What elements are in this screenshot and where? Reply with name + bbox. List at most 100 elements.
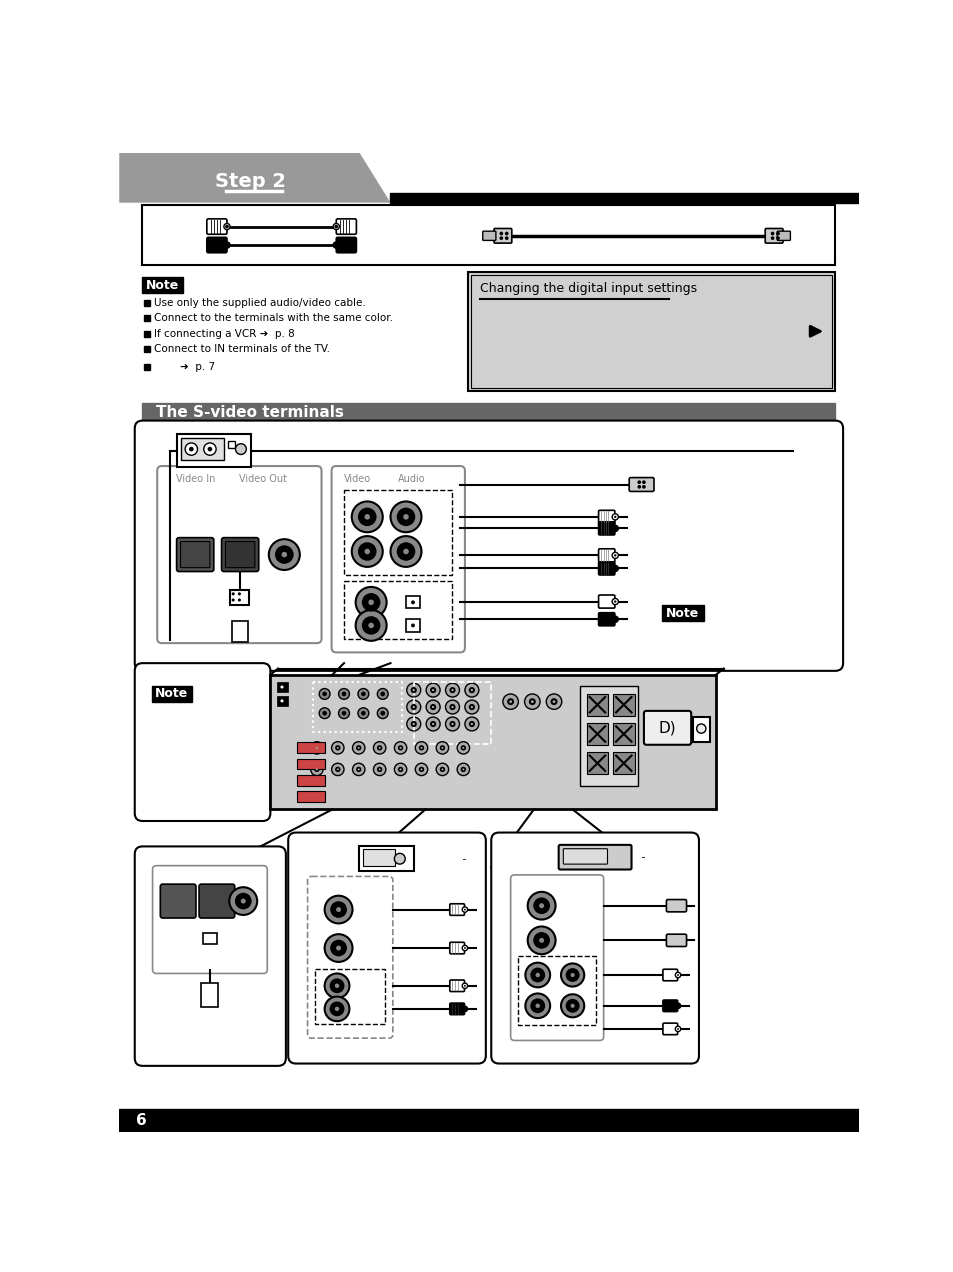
Circle shape (531, 701, 533, 703)
Circle shape (441, 747, 443, 749)
Text: Audio: Audio (397, 474, 425, 485)
Circle shape (560, 995, 583, 1018)
Text: Video: Video (344, 474, 371, 485)
FancyBboxPatch shape (764, 229, 782, 243)
FancyBboxPatch shape (207, 238, 227, 253)
Circle shape (226, 225, 228, 228)
Circle shape (411, 623, 415, 627)
Circle shape (460, 745, 466, 750)
Circle shape (335, 1006, 339, 1011)
Circle shape (338, 688, 349, 700)
FancyBboxPatch shape (629, 477, 654, 491)
Circle shape (525, 963, 550, 987)
Circle shape (570, 1004, 574, 1007)
Text: Note: Note (146, 279, 179, 291)
Circle shape (524, 695, 539, 710)
Circle shape (376, 745, 382, 750)
Circle shape (509, 701, 512, 703)
Circle shape (565, 968, 579, 982)
Circle shape (333, 242, 339, 248)
Circle shape (368, 599, 374, 605)
Circle shape (527, 926, 555, 954)
Circle shape (315, 768, 317, 771)
Circle shape (771, 237, 773, 239)
Circle shape (274, 546, 294, 563)
FancyBboxPatch shape (449, 904, 464, 916)
Text: Connect to IN terminals of the TV.: Connect to IN terminals of the TV. (154, 343, 330, 354)
Circle shape (461, 1006, 467, 1011)
Circle shape (468, 703, 475, 710)
Circle shape (235, 444, 246, 454)
Circle shape (224, 242, 230, 248)
Circle shape (461, 983, 467, 988)
Circle shape (464, 717, 478, 731)
FancyBboxPatch shape (335, 238, 356, 253)
Circle shape (462, 768, 464, 771)
Circle shape (464, 700, 478, 714)
Circle shape (470, 722, 473, 725)
Circle shape (535, 1004, 539, 1007)
Circle shape (415, 742, 427, 754)
Circle shape (426, 700, 439, 714)
Bar (586, 695, 608, 716)
Bar (661, 605, 703, 621)
Text: Video Out: Video Out (239, 474, 287, 485)
Circle shape (463, 908, 465, 911)
Circle shape (614, 567, 616, 570)
Circle shape (403, 548, 409, 555)
Bar (203, 932, 216, 944)
Bar (692, 717, 709, 742)
Circle shape (399, 768, 401, 771)
Circle shape (319, 688, 330, 700)
Circle shape (335, 983, 339, 988)
Circle shape (406, 717, 420, 731)
Circle shape (675, 1004, 680, 1009)
Circle shape (335, 945, 341, 950)
Circle shape (430, 687, 436, 693)
Circle shape (360, 692, 365, 696)
Circle shape (426, 683, 439, 697)
Circle shape (315, 747, 317, 749)
Text: 6: 6 (136, 1113, 147, 1128)
Circle shape (439, 745, 445, 750)
Circle shape (505, 233, 507, 234)
Circle shape (410, 687, 416, 693)
Bar (586, 724, 608, 745)
FancyBboxPatch shape (288, 833, 485, 1063)
Circle shape (528, 698, 536, 705)
Circle shape (410, 721, 416, 728)
Circle shape (612, 552, 618, 558)
Circle shape (550, 698, 557, 705)
Circle shape (394, 854, 405, 864)
Bar (297, 758, 324, 770)
Circle shape (237, 598, 241, 602)
Circle shape (638, 486, 639, 488)
Circle shape (507, 698, 514, 705)
FancyBboxPatch shape (199, 884, 234, 918)
Bar (359, 846, 414, 871)
Circle shape (552, 701, 555, 703)
FancyBboxPatch shape (307, 876, 393, 1038)
FancyBboxPatch shape (598, 595, 615, 608)
Circle shape (352, 536, 382, 567)
Circle shape (499, 237, 502, 239)
FancyBboxPatch shape (134, 421, 842, 670)
FancyBboxPatch shape (598, 510, 615, 523)
Circle shape (436, 763, 448, 776)
Bar (297, 743, 324, 753)
Circle shape (397, 767, 403, 772)
Circle shape (420, 747, 422, 749)
Circle shape (445, 700, 459, 714)
Bar (579, 687, 638, 786)
Circle shape (441, 768, 443, 771)
Circle shape (361, 593, 380, 612)
Circle shape (314, 745, 319, 750)
Circle shape (322, 692, 327, 696)
Circle shape (677, 1005, 679, 1006)
Circle shape (470, 689, 473, 691)
Bar (406, 597, 419, 608)
Bar (344, 581, 452, 639)
Circle shape (418, 767, 424, 772)
FancyBboxPatch shape (270, 674, 716, 809)
Circle shape (776, 233, 779, 234)
